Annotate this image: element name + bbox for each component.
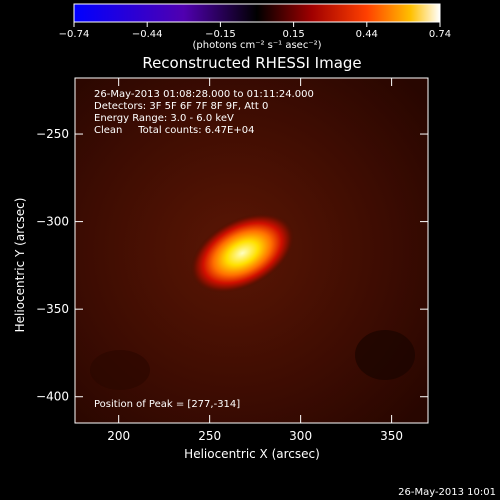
x-axis: 200 250 300 350 <box>107 78 403 443</box>
chart-title: Reconstructed RHESSI Image <box>142 54 361 72</box>
x-tick-label: 250 <box>198 429 221 443</box>
y-axis-label: Heliocentric Y (arcsec) <box>13 198 27 333</box>
annotation-energy: Energy Range: 3.0 - 6.0 keV <box>94 113 234 124</box>
annotation-detectors: Detectors: 3F 5F 6F 7F 8F 9F, Att 0 <box>94 101 268 112</box>
footer-timestamp: 26-May-2013 10:01 <box>398 487 496 498</box>
x-tick-label: 200 <box>107 429 130 443</box>
colorbar-tick-label: −0.44 <box>132 29 163 40</box>
dark-patch <box>355 330 415 380</box>
flare-source <box>190 213 295 294</box>
x-tick-label: 350 <box>380 429 403 443</box>
plot-frame <box>74 77 429 424</box>
y-tick-label: −350 <box>36 302 69 316</box>
peak-position-label: Position of Peak = [277,-314] <box>94 399 240 410</box>
y-tick-label: −250 <box>36 127 69 141</box>
y-tick-label: −400 <box>36 390 69 404</box>
colorbar-tick-label: 0.44 <box>356 29 378 40</box>
annotation-time: 26-May-2013 01:08:28.000 to 01:11:24.000 <box>94 89 314 100</box>
x-axis-label: Heliocentric X (arcsec) <box>184 447 320 461</box>
colorbar-unit-label: (photons cm⁻² s⁻¹ asec⁻²) <box>192 40 321 51</box>
dark-patch <box>90 350 150 390</box>
y-axis: −250 −300 −350 −400 <box>36 127 428 404</box>
colorbar-tick-label: −0.74 <box>59 29 90 40</box>
colorbar-tick-label: 0.74 <box>429 29 451 40</box>
colorbar-ticks: −0.74 −0.44 −0.15 0.15 0.44 0.74 <box>59 22 451 40</box>
colorbar-tick-label: 0.15 <box>282 29 304 40</box>
y-tick-label: −300 <box>36 215 69 229</box>
annotation-counts: Clean Total counts: 6.47E+04 <box>94 125 254 136</box>
colorbar-tick-label: −0.15 <box>205 29 236 40</box>
colorbar <box>73 3 441 23</box>
x-tick-label: 300 <box>289 429 312 443</box>
